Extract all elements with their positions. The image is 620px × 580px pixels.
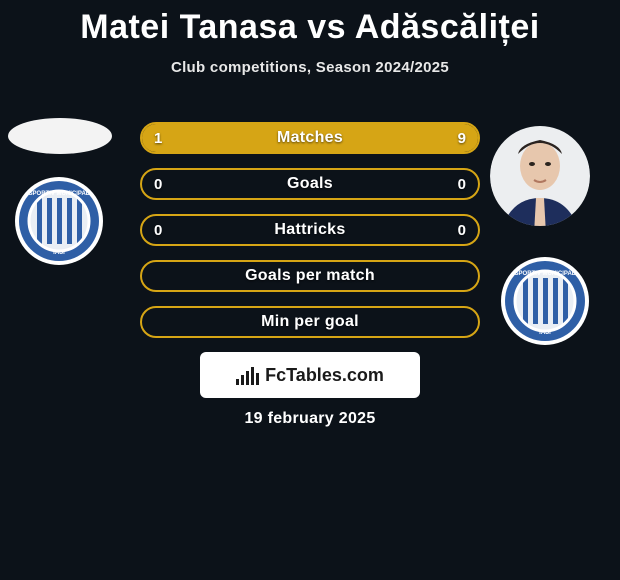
stat-value-right: 0 (458, 170, 466, 198)
svg-text:SPORTIV MUNICIPAL: SPORTIV MUNICIPAL (29, 191, 90, 197)
club-badge-icon: SPORTIV MUNICIPAL IASI (14, 176, 104, 266)
brand-bars-icon (236, 365, 259, 385)
stat-row: Hattricks0 0 (140, 214, 480, 246)
svg-text:IASI: IASI (539, 330, 551, 336)
brand-badge: FcTables.com (200, 352, 420, 398)
stat-row: Goals per match (140, 260, 480, 292)
club-badge-icon: SPORTIV MUNICIPAL IASI (500, 256, 590, 346)
stat-row: Min per goal (140, 306, 480, 338)
page-title: Matei Tanasa vs Adăscăliței (0, 0, 620, 47)
comparison-card: Matei Tanasa vs Adăscăliței Club competi… (0, 0, 620, 580)
stat-row: Matches1 9 (140, 122, 480, 154)
player2-club-badge: SPORTIV MUNICIPAL IASI (500, 256, 590, 346)
brand-bar (236, 379, 239, 385)
stat-label: Min per goal (142, 308, 478, 336)
stat-value-right: 0 (458, 216, 466, 244)
brand-text: FcTables.com (265, 365, 384, 386)
player1-club-badge: SPORTIV MUNICIPAL IASI (14, 176, 104, 266)
brand-bar (256, 373, 259, 385)
stat-label: Goals (142, 170, 478, 198)
stat-value-left: 0 (154, 170, 162, 198)
stat-value-left: 0 (154, 216, 162, 244)
stats-container: Matches19Goals00Hattricks00Goals per mat… (140, 122, 480, 352)
player1-avatar (8, 118, 112, 154)
page-subtitle: Club competitions, Season 2024/2025 (0, 59, 620, 76)
stat-label: Goals per match (142, 262, 478, 290)
stat-label: Hattricks (142, 216, 478, 244)
svg-text:IASI: IASI (53, 250, 65, 256)
stat-value-left: 1 (154, 124, 162, 152)
stat-row: Goals0 0 (140, 168, 480, 200)
stat-value-right: 9 (458, 124, 466, 152)
svg-text:SPORTIV MUNICIPAL: SPORTIV MUNICIPAL (515, 271, 576, 277)
brand-bar (246, 371, 249, 385)
stat-label: Matches (142, 124, 478, 152)
player2-avatar (490, 124, 590, 228)
date-text: 19 february 2025 (0, 410, 620, 428)
brand-bar (241, 375, 244, 385)
avatar-icon (490, 124, 590, 228)
brand-bar (251, 367, 254, 385)
